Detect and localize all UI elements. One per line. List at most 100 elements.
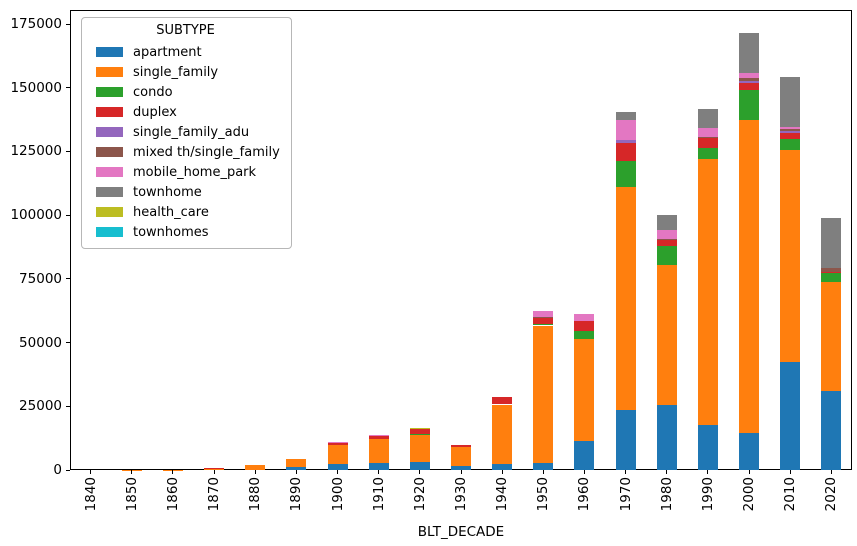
x-tick-label: 1890 <box>288 477 305 512</box>
legend-color-patch <box>96 207 123 217</box>
bar-segment-1920-duplex <box>409 428 430 434</box>
y-tick-label: 175000 <box>10 16 62 33</box>
legend-label: mobile_home_park <box>133 164 257 180</box>
bar-segment-1970-mobile-home-park <box>615 119 636 140</box>
y-tick-mark <box>66 87 70 89</box>
x-tick-mark <box>707 470 709 474</box>
bar-segment-1870-single-family <box>204 467 225 470</box>
x-tick-mark <box>295 470 297 474</box>
bar-segment-1980-single-family <box>656 264 677 405</box>
y-tick-label: 50000 <box>19 334 62 351</box>
x-tick-label: 1920 <box>411 477 428 512</box>
legend-color-patch <box>96 107 123 117</box>
y-tick-mark <box>66 405 70 407</box>
legend-item: apartment <box>88 42 283 62</box>
y-tick-mark <box>66 342 70 344</box>
bar-segment-1910-duplex <box>368 436 389 440</box>
bar-segment-1890-apartment <box>286 467 307 470</box>
y-tick-label: 100000 <box>10 207 62 224</box>
bar-segment-1930-apartment <box>451 465 471 470</box>
bar-segment-1890-single-family <box>286 458 307 468</box>
bar-segment-1900-duplex <box>327 442 348 445</box>
bar-segment-1990-duplex <box>697 137 718 148</box>
legend-label: single_family_adu <box>133 124 250 140</box>
bar-segment-1960-apartment <box>574 441 595 470</box>
y-tick-mark <box>66 23 70 25</box>
legend-label: health_care <box>133 204 209 220</box>
y-tick-label: 150000 <box>10 79 62 96</box>
legend-color-patch <box>96 87 123 97</box>
legend-color-patch <box>96 67 123 77</box>
bar-segment-1910-single-family <box>368 439 389 464</box>
bar-segment-1950-condo <box>533 324 554 326</box>
bar-segment-1980-apartment <box>656 405 677 470</box>
legend-item: mobile_home_park <box>88 162 283 182</box>
legend-item: health_care <box>88 202 283 222</box>
x-axis-title: BLT_DECADE <box>417 524 505 540</box>
x-tick-label: 1970 <box>617 477 634 512</box>
x-tick-mark <box>830 470 832 474</box>
legend-color-patch <box>96 47 123 57</box>
x-tick-label: 1950 <box>535 477 552 512</box>
bar-segment-2020-single-family <box>821 282 842 391</box>
bar-segment-1880-single-family <box>245 465 266 470</box>
bar-segment-1970-apartment <box>615 409 636 470</box>
bar-segment-1980-duplex <box>656 240 677 246</box>
y-tick-mark <box>66 214 70 216</box>
bar-segment-1950-single-family <box>533 325 554 463</box>
bar-segment-1950-mobile-home-park <box>533 311 554 317</box>
bar-segment-1950-mixed-th-single-family <box>533 316 554 318</box>
x-tick-mark <box>583 470 585 474</box>
bar-segment-1960-single-family <box>574 338 595 442</box>
bar-segment-2000-townhome <box>739 32 760 74</box>
x-tick-mark <box>378 470 380 474</box>
bar-segment-2010-condo <box>780 138 801 151</box>
x-tick-mark <box>131 470 133 474</box>
bar-segment-1900-mobile-home-park <box>327 442 348 443</box>
bar-segment-2000-single-family-adu <box>739 80 760 83</box>
bar-segment-1990-single-family <box>697 158 718 426</box>
bar-segment-1980-condo <box>656 245 677 265</box>
legend-item: duplex <box>88 102 283 122</box>
x-tick-mark <box>748 470 750 474</box>
legend-label: mixed th/single_family <box>133 144 280 160</box>
legend-item: townhome <box>88 182 283 202</box>
legend-color-patch <box>96 227 123 237</box>
y-tick-mark <box>66 469 70 471</box>
legend-item: mixed th/single_family <box>88 142 283 162</box>
legend-label: condo <box>133 84 173 100</box>
bar-segment-1970-single-family-adu <box>615 139 636 143</box>
bar-segment-1940-apartment <box>492 464 513 470</box>
x-tick-label: 2000 <box>741 477 758 512</box>
legend-color-patch <box>96 167 123 177</box>
bar-segment-1900-apartment <box>327 464 348 470</box>
legend-item: single_family <box>88 62 283 82</box>
y-tick-label: 75000 <box>19 270 62 287</box>
bar-segment-1990-mobile-home-park <box>697 127 718 137</box>
x-tick-mark <box>90 470 92 474</box>
x-tick-label: 1840 <box>82 477 99 512</box>
bar-segment-2020-apartment <box>821 390 842 470</box>
legend-label: duplex <box>133 104 177 120</box>
bar-segment-2000-condo <box>739 89 760 120</box>
bar-segment-2010-mixed-th-single-family <box>780 129 801 132</box>
x-tick-label: 1900 <box>329 477 346 512</box>
x-tick-mark <box>337 470 339 474</box>
legend-color-patch <box>96 147 123 157</box>
bar-segment-1940-single-family <box>492 404 513 465</box>
bar-segment-2020-condo <box>821 272 842 283</box>
bar-segment-1970-duplex <box>615 142 636 161</box>
x-tick-mark <box>172 470 174 474</box>
bar-segment-1960-duplex <box>574 320 595 331</box>
bar-segment-2010-single-family <box>780 150 801 362</box>
bar-segment-1910-mobile-home-park <box>368 434 389 437</box>
bar-segment-1910-apartment <box>368 463 389 470</box>
bar-segment-1980-townhome <box>656 215 677 231</box>
x-tick-label: 1870 <box>206 477 223 512</box>
y-tick-mark <box>66 278 70 280</box>
bar-segment-1960-condo <box>574 330 595 339</box>
bar-segment-1980-mobile-home-park <box>656 230 677 240</box>
x-tick-mark <box>625 470 627 474</box>
bar-segment-2020-townhome <box>821 217 842 268</box>
y-tick-mark <box>66 150 70 152</box>
